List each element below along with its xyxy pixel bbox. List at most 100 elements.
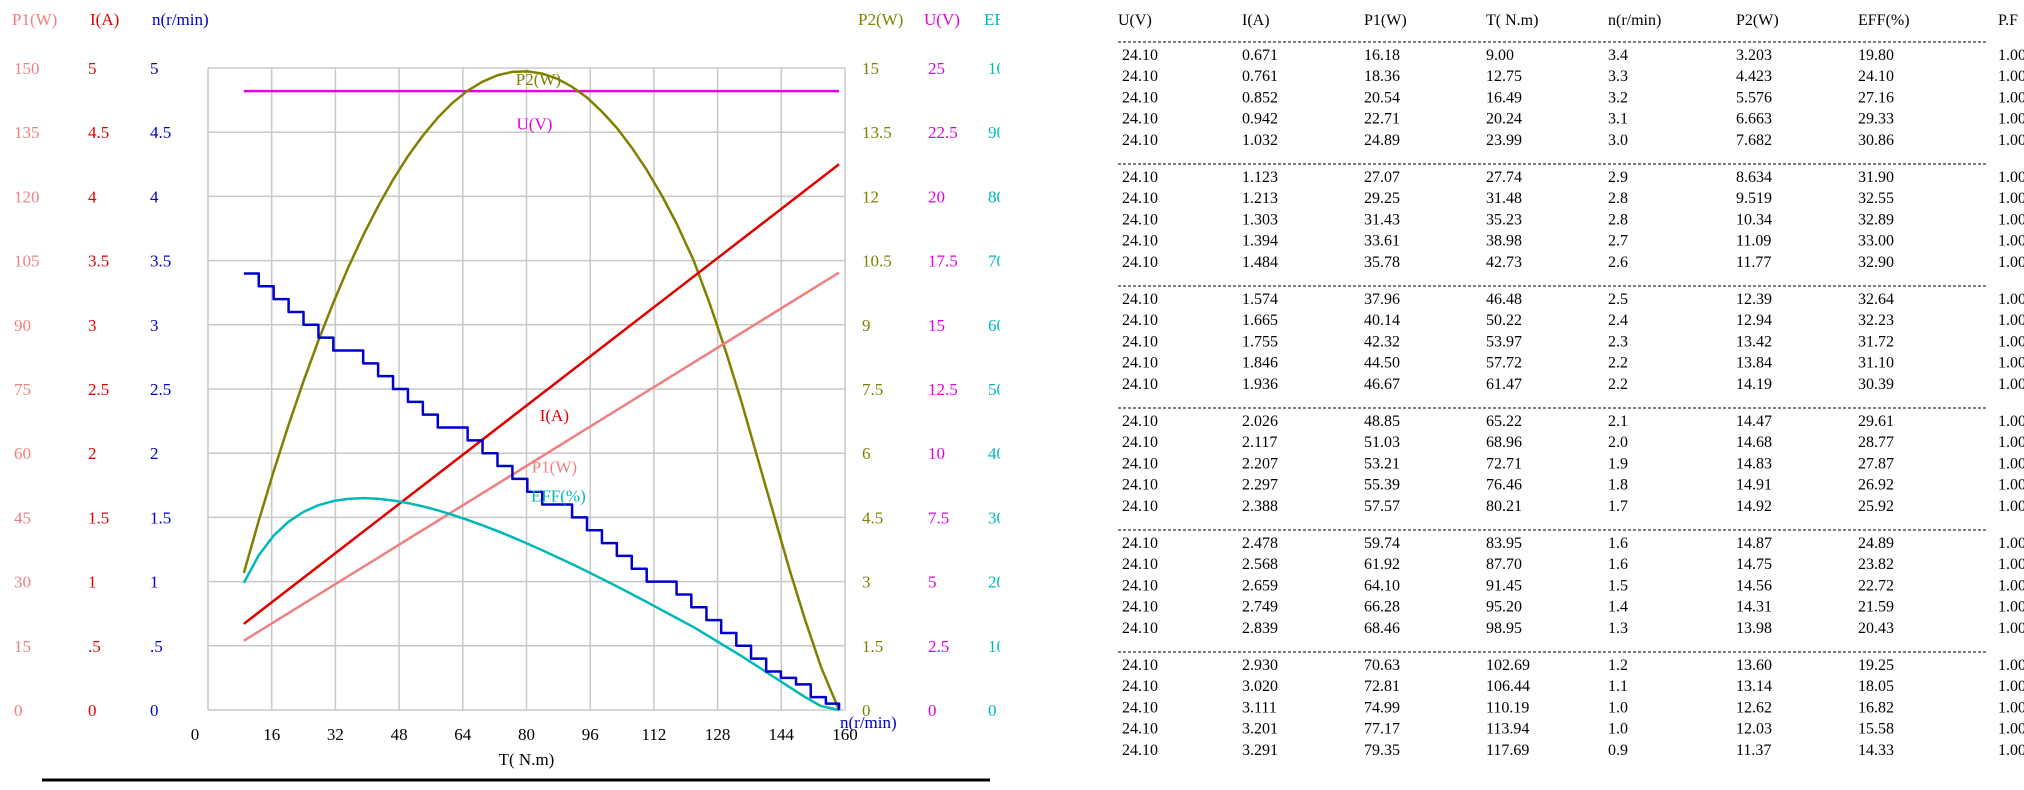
right-axis-tick-label: 17.5 — [928, 252, 958, 271]
table-cell: 1.303 — [1242, 211, 1278, 228]
table-cell: 1.000 — [1998, 291, 2024, 308]
table-cell: 44.50 — [1364, 355, 1400, 372]
table-cell: 16.82 — [1858, 699, 1894, 716]
table-cell: 1.000 — [1998, 355, 2024, 372]
table-svg: U(V) I(A) P1(W) T( N.m) n(r/min) P2(W) EFF(%) P… — [1118, 12, 2024, 759]
table-cell: 14.19 — [1736, 376, 1772, 393]
table-cell: 2.9 — [1608, 169, 1628, 186]
table-cell: 80.21 — [1486, 498, 1522, 515]
table-cell: 3.020 — [1242, 678, 1278, 695]
table-cell: 1.574 — [1242, 291, 1278, 308]
table-cell: 61.47 — [1486, 376, 1522, 393]
series-line-nrmin — [243, 272, 841, 710]
right-axis-tick-label: 40 — [988, 444, 1000, 463]
table-cell: 24.10 — [1122, 535, 1158, 552]
left-axis-tick-label: 75 — [14, 380, 31, 399]
x-axis-tick-label: 80 — [518, 725, 535, 744]
table-cell: 24.10 — [1122, 699, 1158, 716]
table-cell: 14.92 — [1736, 498, 1772, 515]
right-axis-tick-label: 10.5 — [862, 252, 892, 271]
table-cell: 33.00 — [1858, 233, 1894, 250]
table-cell: 21.59 — [1858, 599, 1894, 616]
table-cell: 32.55 — [1858, 190, 1894, 207]
table-cell: 13.14 — [1736, 678, 1772, 695]
table-cell: 35.23 — [1486, 211, 1522, 228]
right-axis-tick-label: 25 — [928, 59, 945, 78]
table-cell: 1.000 — [1998, 111, 2024, 128]
table-cell: 30.86 — [1858, 132, 1894, 149]
table-cell: 1.000 — [1998, 89, 2024, 106]
table-cell: 1.000 — [1998, 657, 2024, 674]
left-axis-tick-label: 105 — [14, 252, 40, 271]
right-axis-tick-label: 100 — [988, 59, 1000, 78]
table-header-cell: P2(W) — [1736, 12, 1779, 29]
left-axis-tick-label: 3 — [88, 316, 97, 335]
right-axis-label: P2(W) — [858, 10, 903, 29]
right-axis-tick-label: 4.5 — [862, 508, 883, 527]
left-axis-tick-label: 4.5 — [150, 123, 171, 142]
left-axis-tick-label: 15 — [14, 637, 31, 656]
table-cell: 3.291 — [1242, 742, 1278, 759]
table-cell: 1.4 — [1608, 599, 1628, 616]
table-cell: 3.203 — [1736, 47, 1772, 64]
table-cell: 12.94 — [1736, 312, 1772, 329]
table-cell: 18.36 — [1364, 68, 1400, 85]
table-cell: 2.2 — [1608, 376, 1628, 393]
table-cell: 2.568 — [1242, 556, 1278, 573]
left-axis-tick-label: 1.5 — [150, 508, 171, 527]
table-cell: 1.6 — [1608, 535, 1628, 552]
table-cell: 1.1 — [1608, 678, 1628, 695]
table-cell: 12.39 — [1736, 291, 1772, 308]
table-cell: 13.42 — [1736, 333, 1772, 350]
table-cell: 2.659 — [1242, 577, 1278, 594]
table-cell: 15.58 — [1858, 721, 1894, 738]
table-cell: 1.000 — [1998, 333, 2024, 350]
table-cell: 2.388 — [1242, 498, 1278, 515]
series-line-p2w — [242, 70, 841, 711]
table-cell: 24.10 — [1122, 556, 1158, 573]
right-axis-tick-label: 0 — [928, 701, 937, 720]
table-cell: 95.20 — [1486, 599, 1522, 616]
table-cell: 11.77 — [1736, 254, 1771, 271]
left-axis-tick-label: .5 — [150, 637, 163, 656]
table-cell: 2.117 — [1242, 434, 1277, 451]
table-cell: 24.89 — [1364, 132, 1400, 149]
table-cell: 53.97 — [1486, 333, 1522, 350]
left-axis-tick-label: 0 — [14, 701, 23, 720]
left-axis-label: P1(W) — [12, 10, 57, 29]
left-axis-tick-label: 4 — [88, 187, 97, 206]
right-axis-tick-label: 20 — [988, 573, 1000, 592]
curve-label: I(A) — [540, 406, 569, 425]
right-axis-tick-label: 1.5 — [862, 637, 883, 656]
table-cell: 24.10 — [1122, 742, 1158, 759]
table-cell: 24.10 — [1122, 333, 1158, 350]
table-header-cell: U(V) — [1118, 12, 1152, 29]
table-cell: 87.70 — [1486, 556, 1522, 573]
table-cell: 24.10 — [1122, 455, 1158, 472]
left-axis-tick-label: 4.5 — [88, 123, 109, 142]
table-cell: 26.92 — [1858, 477, 1894, 494]
x-axis-tick-label: 16 — [263, 725, 280, 744]
table-cell: 1.123 — [1242, 169, 1278, 186]
table-cell: 24.10 — [1122, 355, 1158, 372]
table-cell: 2.749 — [1242, 599, 1278, 616]
curve-label: U(V) — [517, 115, 553, 134]
table-cell: 3.201 — [1242, 721, 1278, 738]
table-cell: 1.9 — [1608, 455, 1628, 472]
table-cell: 24.10 — [1122, 111, 1158, 128]
table-cell: 1.000 — [1998, 169, 2024, 186]
table-cell: 32.89 — [1858, 211, 1894, 228]
table-header-cell: T( N.m) — [1486, 12, 1538, 29]
right-axis-tick-label: 0 — [862, 701, 871, 720]
table-cell: 14.68 — [1736, 434, 1772, 451]
table-cell: 24.10 — [1858, 68, 1894, 85]
table-cell: 72.71 — [1486, 455, 1522, 472]
table-cell: 24.10 — [1122, 68, 1158, 85]
table-cell: 24.10 — [1122, 89, 1158, 106]
table-cell: 1.000 — [1998, 721, 2024, 738]
table-cell: 42.73 — [1486, 254, 1522, 271]
table-cell: 2.6 — [1608, 254, 1628, 271]
table-cell: 27.07 — [1364, 169, 1400, 186]
x-axis-tick-label: 128 — [705, 725, 731, 744]
table-cell: 2.930 — [1242, 657, 1278, 674]
